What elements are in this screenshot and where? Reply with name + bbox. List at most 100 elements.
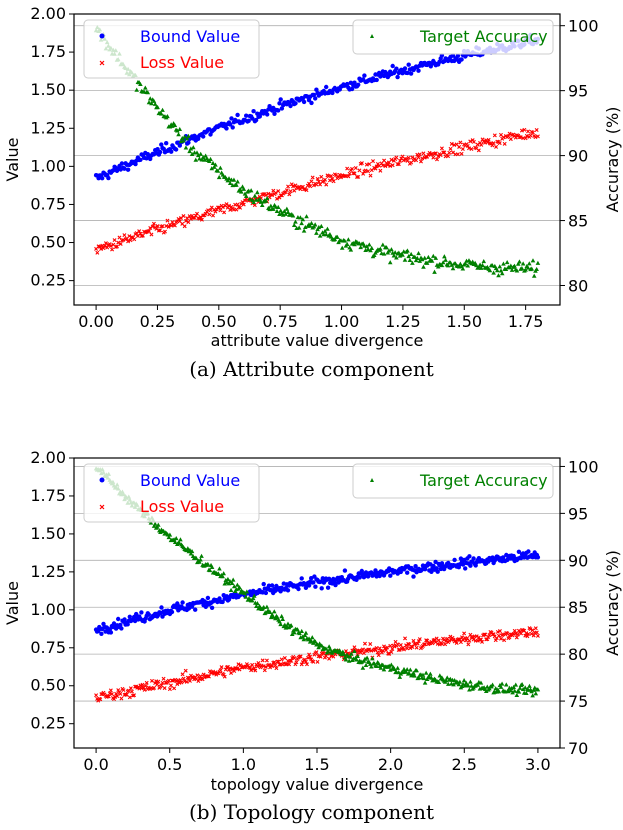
data-point [358, 650, 363, 655]
data-point [180, 672, 185, 677]
data-point [413, 564, 418, 569]
data-point [102, 243, 107, 248]
data-point [405, 70, 410, 76]
data-point [350, 166, 355, 171]
x-tick-label: 1.25 [385, 312, 421, 331]
data-point [406, 254, 411, 259]
data-point [173, 535, 179, 541]
data-point [306, 655, 311, 660]
data-point [210, 160, 216, 165]
data-point [352, 648, 357, 654]
data-point [496, 633, 501, 638]
data-point [442, 254, 447, 259]
data-point [534, 630, 539, 635]
data-point [410, 155, 415, 160]
data-point [416, 675, 422, 680]
data-point [172, 223, 177, 228]
data-point [445, 681, 451, 686]
data-point [142, 687, 147, 692]
data-point [189, 548, 195, 554]
data-point [246, 118, 251, 124]
data-point [164, 141, 169, 146]
x-tick-label: 1.0 [231, 755, 256, 774]
data-point [460, 681, 466, 686]
data-point [419, 159, 423, 164]
data-point [523, 267, 528, 272]
y2-tick-label: 75 [568, 692, 588, 711]
legend-marker-bound [99, 33, 105, 39]
data-point [360, 647, 365, 652]
data-point [324, 84, 329, 90]
y-tick-label: 0.50 [30, 676, 66, 695]
data-point [395, 665, 400, 670]
data-point [169, 149, 174, 154]
data-point [416, 639, 421, 644]
data-point [229, 670, 234, 675]
data-point [127, 614, 132, 619]
data-point [519, 128, 524, 133]
data-point [127, 234, 132, 239]
data-point [528, 627, 533, 632]
data-point [458, 140, 463, 145]
data-point [352, 242, 357, 247]
data-point [502, 141, 507, 146]
data-point [254, 603, 259, 609]
data-point [277, 662, 282, 667]
data-point [138, 157, 143, 162]
legend-label-loss: Loss Value [140, 497, 224, 516]
data-point [314, 230, 319, 235]
data-point [299, 628, 305, 634]
data-point [274, 666, 279, 671]
y-tick-label: 1.00 [30, 156, 66, 175]
data-point [380, 662, 386, 667]
data-point [386, 651, 391, 656]
data-point [394, 155, 399, 160]
data-point [508, 137, 513, 142]
data-point [266, 583, 272, 588]
data-point [242, 590, 248, 596]
data-point [455, 53, 461, 58]
legend-left: Bound Value Loss Value [83, 463, 260, 523]
data-point [112, 238, 117, 243]
legend-marker-loss [99, 504, 105, 510]
data-point [428, 671, 433, 676]
data-point [533, 626, 538, 631]
data-point [121, 688, 126, 693]
data-point [255, 664, 260, 669]
data-point [266, 191, 271, 196]
y-tick-label: 1.25 [30, 118, 66, 137]
data-point [209, 605, 215, 610]
data-point [367, 242, 372, 247]
data-point [509, 267, 515, 272]
data-point [416, 155, 421, 160]
data-point [299, 576, 304, 581]
data-point [402, 257, 408, 262]
data-point [227, 203, 231, 208]
data-point [455, 152, 460, 157]
data-point [206, 674, 211, 679]
data-point [506, 689, 511, 694]
data-point [298, 215, 303, 220]
data-point [235, 112, 240, 118]
legend-right-box [352, 19, 554, 55]
data-point [253, 668, 258, 673]
data-point [342, 568, 348, 573]
data-point [183, 218, 188, 223]
data-point [217, 205, 222, 210]
data-point [126, 239, 131, 244]
data-point [183, 145, 189, 150]
data-point [309, 220, 314, 225]
data-point [425, 638, 430, 643]
data-point [108, 630, 114, 635]
data-point [263, 198, 269, 203]
data-point [535, 555, 541, 560]
data-point [192, 215, 197, 220]
data-point [362, 641, 367, 646]
y-tick-label: 0.25 [30, 271, 66, 290]
data-point [278, 97, 283, 102]
data-point [478, 680, 484, 685]
data-point [236, 662, 241, 667]
data-point [314, 87, 319, 92]
data-point [514, 692, 520, 697]
data-point [517, 259, 522, 264]
